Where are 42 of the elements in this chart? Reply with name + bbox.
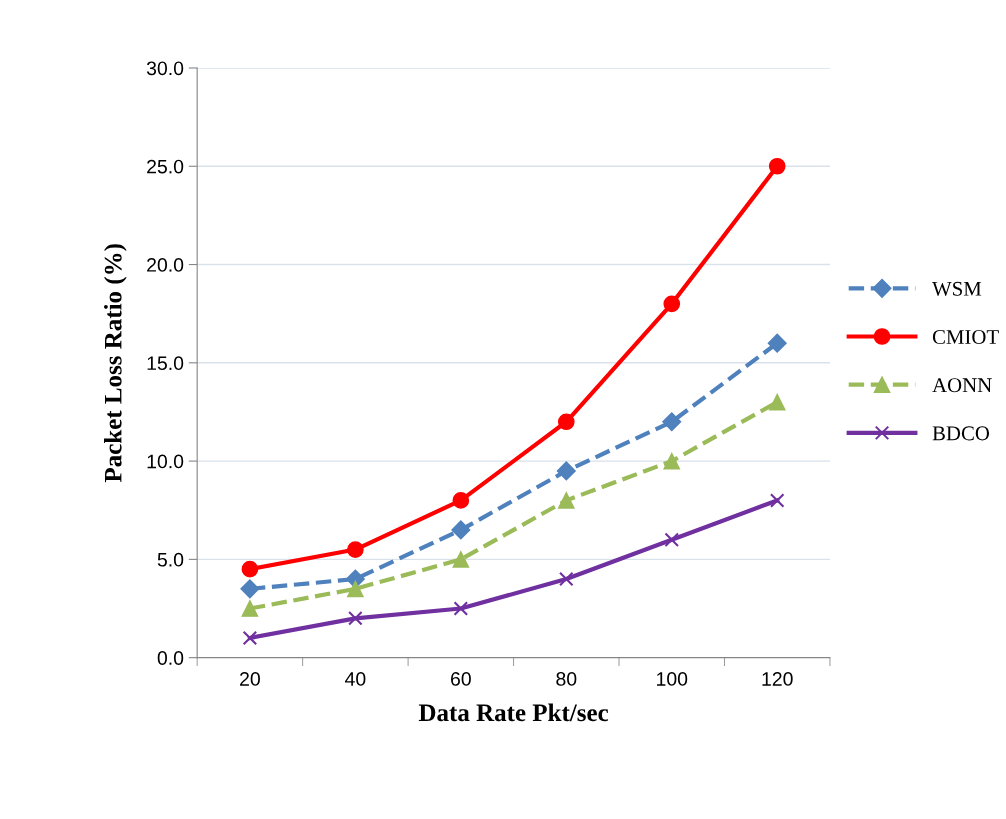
x-tick-label: 20 <box>240 672 260 686</box>
point <box>557 413 575 431</box>
point <box>241 560 259 578</box>
x-tick-label: 80 <box>556 672 577 686</box>
y-axis-title: Packet Loss Ratio (%) <box>104 244 127 483</box>
legend-label: BDCO <box>932 426 990 441</box>
point <box>452 492 470 509</box>
y-tick-label: 20.0 <box>147 258 184 272</box>
point <box>768 393 786 411</box>
y-tick-label: 5.0 <box>157 552 184 567</box>
point <box>242 630 258 646</box>
point <box>557 492 575 509</box>
point <box>347 580 364 598</box>
y-tick-label: 30.0 <box>146 61 184 76</box>
point <box>768 157 786 175</box>
legend-label: WSM <box>932 281 982 296</box>
y-tick-label: 15.0 <box>147 356 184 371</box>
point <box>347 541 364 558</box>
y-tick-label: 25.0 <box>147 159 184 174</box>
x-axis-title: Data Rate Pkt/sec <box>418 703 609 722</box>
point <box>241 600 259 617</box>
point <box>663 452 681 470</box>
legend-label: CMIOT <box>932 330 999 344</box>
point <box>240 579 260 599</box>
x-tick-label: 60 <box>451 672 471 686</box>
point <box>453 601 469 616</box>
x-tick-label: 40 <box>345 672 366 686</box>
point <box>451 520 471 540</box>
point <box>767 333 787 353</box>
x-tick-label: 120 <box>762 672 793 686</box>
y-tick-label: 10.0 <box>147 454 184 469</box>
point <box>452 551 470 568</box>
legend-label: AONN <box>932 378 992 393</box>
point <box>769 493 785 508</box>
point <box>559 571 574 587</box>
y-tick-label: 0.0 <box>157 651 184 665</box>
point <box>663 295 681 313</box>
point <box>662 412 682 432</box>
x-tick-label: 100 <box>657 672 688 686</box>
point <box>664 532 680 548</box>
point <box>556 461 576 481</box>
point <box>348 611 363 626</box>
